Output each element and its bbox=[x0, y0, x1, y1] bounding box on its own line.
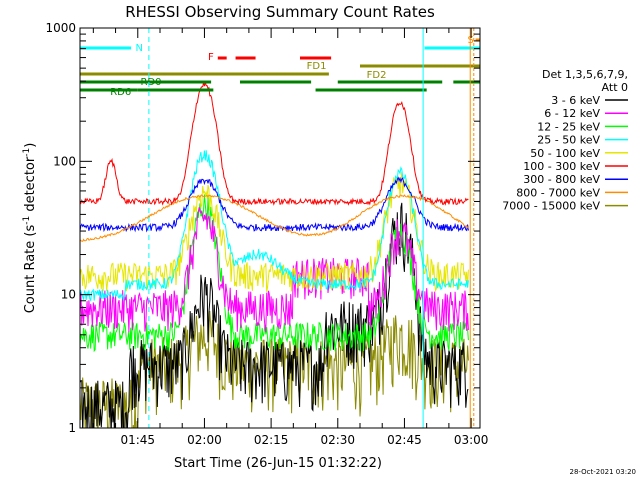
y-tick-label: 100 bbox=[53, 154, 76, 168]
x-tick-label: 01:45 bbox=[120, 433, 155, 447]
legend-label-1: 6 - 12 keV bbox=[544, 107, 600, 120]
x-axis-label: Start Time (26-Jun-15 01:32:22) bbox=[174, 456, 382, 471]
x-tick-label: 02:15 bbox=[254, 433, 289, 447]
legend-label-0: 3 - 6 keV bbox=[551, 94, 600, 107]
x-tick-label: 03:00 bbox=[454, 433, 489, 447]
legend-label-4: 50 - 100 keV bbox=[530, 147, 600, 160]
y-tick-label: 1 bbox=[68, 421, 76, 435]
flag-label-RD6: RD6 bbox=[110, 87, 131, 98]
legend-label-5: 100 - 300 keV bbox=[523, 160, 600, 173]
y-label-part-1: Count Rate (s bbox=[23, 225, 38, 314]
x-tick-label: 02:45 bbox=[387, 433, 422, 447]
flag-label-FD2: FD2 bbox=[367, 70, 387, 81]
y-tick-label: 1000 bbox=[45, 21, 76, 35]
y-tick-label: 10 bbox=[61, 288, 76, 302]
flag-label-S: S bbox=[468, 35, 474, 46]
legend-label-3: 25 - 50 keV bbox=[537, 134, 600, 147]
x-tick-label: 02:30 bbox=[320, 433, 355, 447]
y-label-sup-1: -1 bbox=[22, 216, 32, 225]
legend-header-1: Det 1,3,5,6,7,9, bbox=[542, 68, 628, 81]
series-line-2 bbox=[80, 194, 469, 353]
flag-label-N: N bbox=[136, 43, 143, 54]
x-tick-label: 02:00 bbox=[187, 433, 222, 447]
y-axis-label: Count Rate (s-1 detector-1) bbox=[22, 143, 38, 314]
plot-frame bbox=[79, 27, 481, 429]
legend-header-2: Att 0 bbox=[602, 81, 628, 94]
series-line-7 bbox=[80, 194, 469, 242]
flag-label-FD1: FD1 bbox=[307, 61, 327, 72]
series-line-1 bbox=[80, 207, 469, 333]
series-line-3 bbox=[80, 150, 469, 303]
series-line-5 bbox=[80, 82, 469, 206]
legend-label-7: 800 - 7000 keV bbox=[516, 186, 600, 199]
chart-title: RHESSI Observing Summary Count Rates bbox=[125, 3, 435, 21]
series-line-6 bbox=[80, 176, 469, 233]
y-label-sup-2: -1 bbox=[22, 148, 32, 157]
flag-label-F: F bbox=[208, 52, 214, 63]
y-label-part-3: ) bbox=[23, 143, 38, 148]
legend-label-6: 300 - 800 keV bbox=[523, 173, 600, 186]
legend-label-2: 12 - 25 keV bbox=[537, 120, 600, 133]
footer-date: 28-Oct-2021 03:20 bbox=[570, 468, 636, 476]
legend-label-8: 7000 - 15000 keV bbox=[502, 200, 600, 213]
y-label-part-2: detector bbox=[23, 156, 38, 216]
flag-label-RD0: RD0 bbox=[140, 77, 161, 88]
